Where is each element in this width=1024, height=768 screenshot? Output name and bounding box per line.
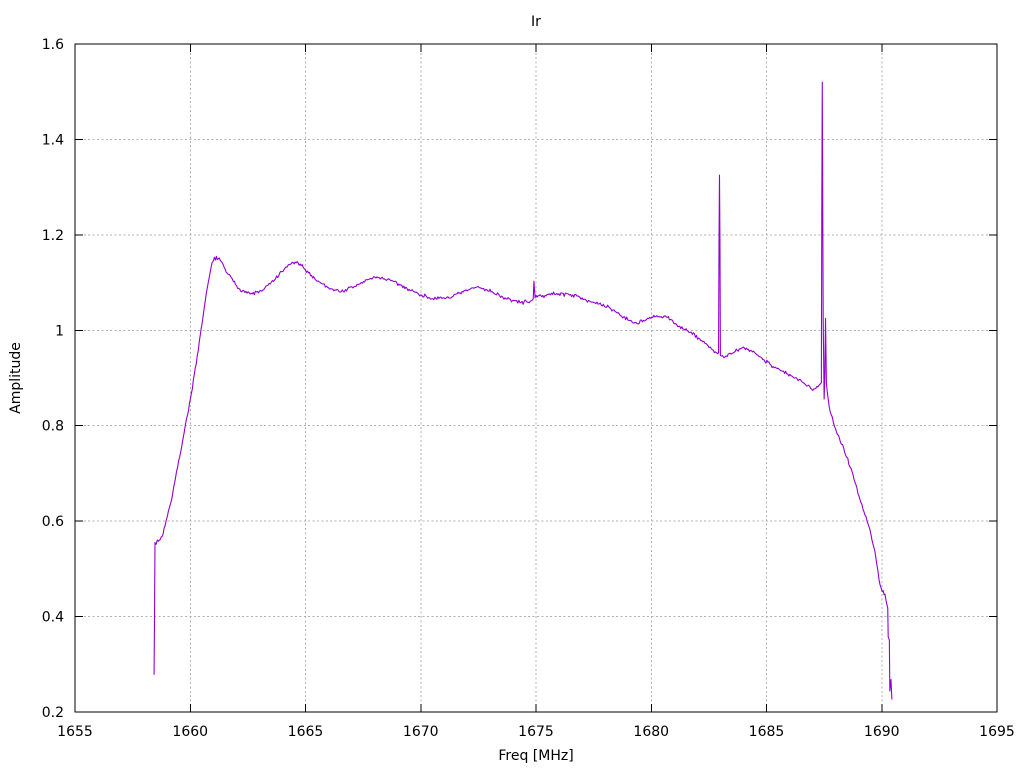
y-tick-label: 0.2 [42, 705, 64, 721]
series-line-ir [153, 81, 893, 700]
y-tick-label: 0.6 [42, 514, 64, 530]
y-tick-label: 1.2 [42, 228, 64, 244]
y-tick-label: 1.4 [42, 132, 64, 148]
x-tick-label: 1660 [172, 724, 208, 740]
x-tick-label: 1675 [518, 724, 554, 740]
x-tick-label: 1690 [864, 724, 900, 740]
chart-title: Ir [531, 14, 541, 30]
y-axis-label: Amplitude [8, 342, 24, 414]
x-axis-label: Freq [MHz] [498, 748, 573, 764]
x-tick-label: 1665 [288, 724, 324, 740]
y-tick-label: 0.4 [42, 610, 64, 626]
y-tick-label: 1.6 [42, 37, 64, 53]
x-tick-label: 1670 [403, 724, 439, 740]
y-tick-label: 0.8 [42, 419, 64, 435]
x-tick-label: 1695 [979, 724, 1015, 740]
chart-generated-layer: 1655 1660 1665 1670 1675 1680 1685 1690 1695 0.2 0… [42, 37, 1015, 740]
x-tick-label: 1655 [57, 724, 93, 740]
x-tick-label: 1685 [749, 724, 785, 740]
y-tick-label: 1 [55, 323, 64, 339]
x-tick-label: 1680 [633, 724, 669, 740]
